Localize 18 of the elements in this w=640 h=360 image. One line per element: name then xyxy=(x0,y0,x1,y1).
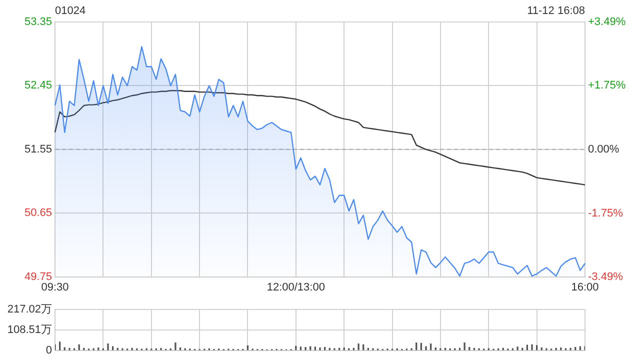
text: 01024 xyxy=(55,5,86,18)
x-tick-label: 09:30 xyxy=(41,281,69,294)
y2-tick-label: +1.75% xyxy=(588,80,626,92)
text: 11-12 16:08 xyxy=(527,5,585,18)
y-tick-label: 217.02万 xyxy=(7,304,52,316)
y2-tick-label: +3.49% xyxy=(588,16,626,28)
y2-tick-label: 0.00% xyxy=(588,143,620,156)
y-tick-label: 53.35 xyxy=(24,16,52,28)
y-tick-label: 51.55 xyxy=(24,143,52,156)
y-tick-label: 52.45 xyxy=(24,80,52,92)
y-tick-label: 49.75 xyxy=(24,270,52,283)
y-tick-label: 108.51万 xyxy=(7,324,52,336)
y-tick-label: 50.65 xyxy=(24,207,52,220)
y2-tick-label: -1.75% xyxy=(588,207,624,220)
y2-tick-label: -3.49% xyxy=(588,270,624,283)
y-tick-label: 0 xyxy=(46,344,52,356)
x-tick-label: 16:00 xyxy=(571,281,599,294)
x-tick-label: 12:00/13:00 xyxy=(266,281,325,294)
